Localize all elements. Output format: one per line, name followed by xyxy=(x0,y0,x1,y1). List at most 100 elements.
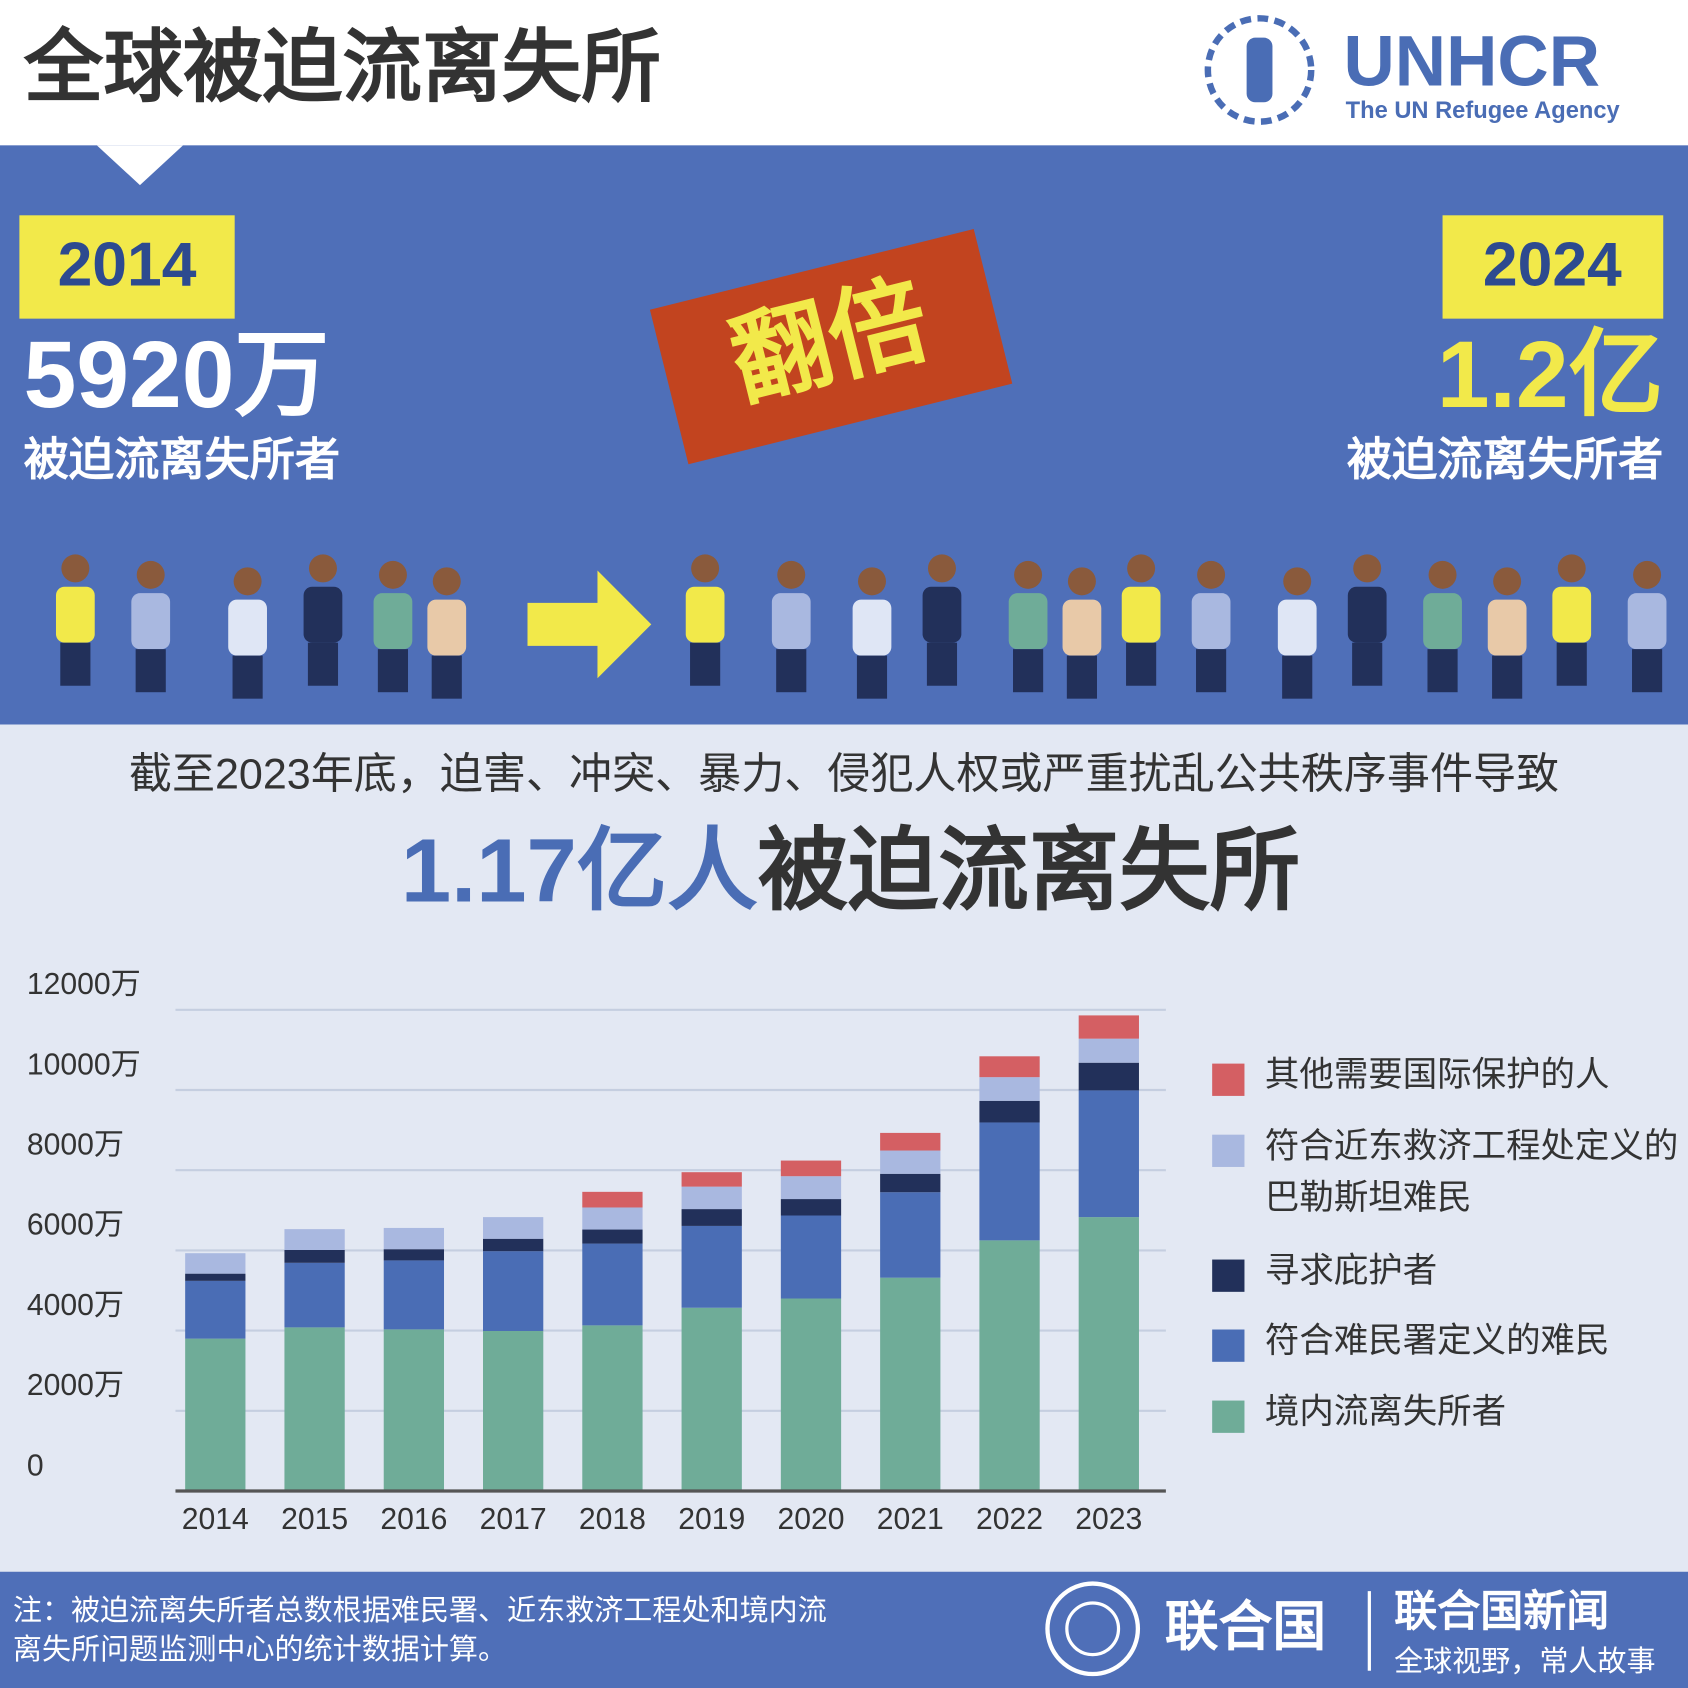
legend-label: 符合难民署定义的难民 xyxy=(1264,1321,1610,1360)
person-body xyxy=(427,599,467,656)
lead-text: 截至2023年底，迫害、冲突、暴力、侵犯人权或严重扰乱公共秩序事件导致 xyxy=(129,751,1559,799)
bar-segment xyxy=(483,1238,544,1252)
legend-label-box: 符合难民署定义的难民 xyxy=(1264,1321,1610,1360)
person-head xyxy=(308,554,337,583)
bar-segment xyxy=(979,1122,1040,1241)
caption: 被迫流离失所者 xyxy=(1347,434,1663,485)
person-head xyxy=(1428,560,1457,589)
x-tick-label: 2014 xyxy=(182,1503,249,1536)
year-label: 2014 xyxy=(58,230,197,300)
person-head xyxy=(1197,560,1226,589)
bar-segment xyxy=(582,1229,643,1244)
person-body xyxy=(922,586,962,643)
bar-segment xyxy=(780,1215,842,1299)
bar-segment xyxy=(383,1249,445,1261)
bar-segment xyxy=(681,1225,742,1308)
bar-segment xyxy=(880,1132,941,1151)
person-head xyxy=(233,567,262,596)
x-tick-label: 2016 xyxy=(380,1503,447,1536)
person-legs xyxy=(926,642,958,686)
person-legs xyxy=(1352,642,1383,686)
person-legs xyxy=(1632,649,1663,693)
big-number: 1.2亿 xyxy=(1437,322,1663,428)
footer-note-box: 注：被迫流离失所者总数根据难民署、近东救济工程处和境内流离失所问题监测中心的统计… xyxy=(12,1594,827,1666)
year-box xyxy=(19,215,235,319)
content-bg xyxy=(0,724,1688,1572)
person-legs xyxy=(377,649,409,693)
legend-label: 其他需要国际保护的人 xyxy=(1264,1056,1610,1094)
person-body xyxy=(303,586,343,643)
bar-segment xyxy=(1078,1062,1139,1091)
y-tick-label: 6000万 xyxy=(27,1209,124,1242)
person-body xyxy=(1121,586,1161,643)
legend-label-box: 寻求庇护者 xyxy=(1265,1252,1437,1290)
person-body xyxy=(852,599,892,656)
footer-note: 注：被迫流离失所者总数根据难民署、近东救济工程处和境内流离失所问题监测中心的统计… xyxy=(12,1594,827,1666)
person-legs xyxy=(1066,655,1097,699)
slogan: 全球视野，常人故事 xyxy=(1394,1645,1655,1678)
person-legs xyxy=(1196,649,1227,693)
bar-segment xyxy=(780,1176,842,1200)
person-legs xyxy=(135,649,166,693)
bar-segment xyxy=(780,1199,842,1216)
y-tick-label: 12000万 xyxy=(27,968,141,1001)
bar-segment xyxy=(1078,1217,1139,1491)
bar-segment xyxy=(780,1298,842,1491)
bar-segment xyxy=(880,1150,941,1174)
bar-segment xyxy=(1078,1090,1139,1218)
bar-segment xyxy=(880,1173,941,1193)
bar-segment xyxy=(681,1307,742,1491)
x-tick-label: 2019 xyxy=(678,1503,745,1536)
person-head xyxy=(378,560,407,589)
bar-segment xyxy=(780,1160,842,1177)
x-tick-label: 2017 xyxy=(480,1503,547,1536)
bar-segment xyxy=(681,1186,742,1210)
stamp: 翻倍 xyxy=(649,228,1013,465)
bar-segment xyxy=(483,1330,544,1491)
footer-bg xyxy=(0,1571,1688,1688)
person-body xyxy=(1423,593,1462,650)
year-label: 2024 xyxy=(1483,230,1622,300)
bar-segment xyxy=(284,1229,345,1250)
person-head xyxy=(1283,567,1312,596)
y-tick-label: 2000万 xyxy=(27,1369,124,1402)
person-legs xyxy=(307,642,339,686)
bar-segment xyxy=(582,1325,643,1491)
caption: 被迫流离失所者 xyxy=(24,434,340,485)
y-tick-label: 8000万 xyxy=(27,1128,124,1161)
logo-subtext: The UN Refugee Agency xyxy=(1346,98,1621,124)
person-body xyxy=(1277,599,1317,656)
year-box xyxy=(1442,215,1664,319)
person-legs xyxy=(776,649,807,693)
person-legs xyxy=(60,642,91,686)
bar-segment xyxy=(582,1191,643,1208)
legend-swatch xyxy=(1212,1329,1245,1362)
person-head xyxy=(777,560,806,589)
legend-label: 符合近东救济工程处定义的巴勒斯坦难民 xyxy=(1264,1127,1679,1217)
person-head xyxy=(1353,554,1382,583)
person-legs xyxy=(1013,649,1044,693)
bar-segment xyxy=(185,1338,246,1491)
person-head xyxy=(61,554,90,583)
person-legs xyxy=(431,655,462,699)
big-number: 5920万 xyxy=(24,322,329,428)
person-body xyxy=(1487,599,1527,656)
person-legs xyxy=(232,655,263,699)
person-head xyxy=(1014,560,1043,589)
person-head xyxy=(857,567,886,596)
bar-segment xyxy=(284,1327,345,1491)
bar-chart: 0 2000万 4000万 6000万 8000万 10000万 12000万 2014 201… xyxy=(27,968,1166,1536)
bar-segment xyxy=(582,1243,643,1326)
legend: 其他需要国际保护的人符合近东救济工程处定义的巴勒斯坦难民寻求庇护者符合难民署定义… xyxy=(1212,1056,1679,1433)
person-body xyxy=(131,593,171,650)
person-body xyxy=(1627,593,1667,650)
person-head xyxy=(1493,567,1522,596)
person-legs xyxy=(856,655,888,699)
person-body xyxy=(685,586,725,643)
unhcr-logo: UNHCR The UN Refugee Agency xyxy=(1204,15,1621,125)
x-tick-label: 2020 xyxy=(777,1503,844,1536)
news-name: 联合国新闻 xyxy=(1394,1588,1609,1636)
legend-swatch xyxy=(1212,1400,1245,1433)
